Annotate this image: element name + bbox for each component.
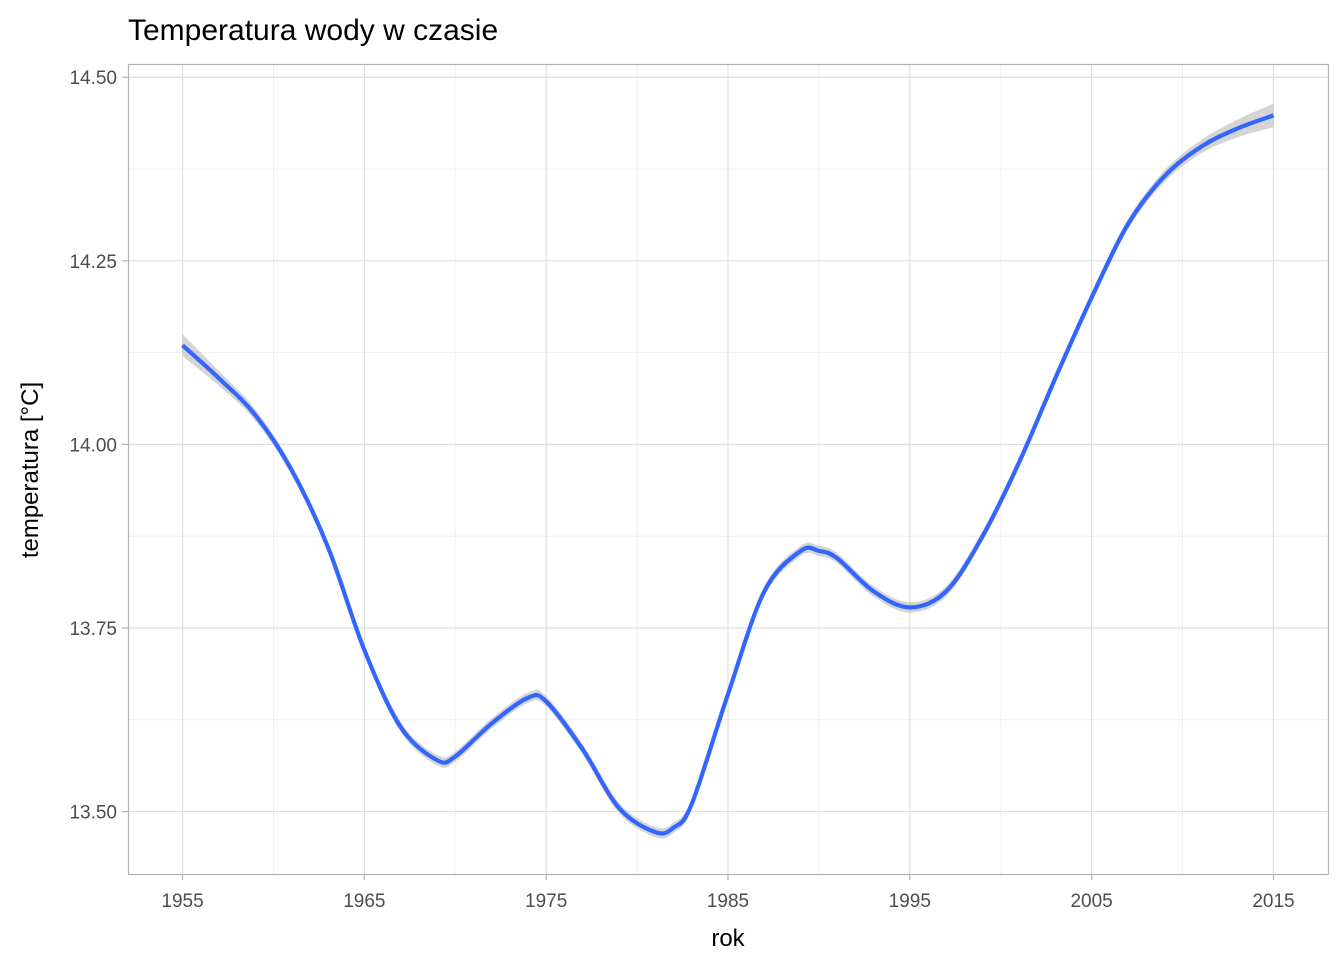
y-axis-title: temperatura [°C] <box>17 382 44 558</box>
y-tick-label: 14.50 <box>69 68 117 89</box>
y-tick-label: 14.25 <box>69 252 117 273</box>
x-axis-title: rok <box>711 925 745 952</box>
x-tick-label: 2015 <box>1252 891 1294 912</box>
major-grid <box>128 64 1328 874</box>
x-tick-label: 1955 <box>161 891 203 912</box>
x-tick-label: 1995 <box>889 891 931 912</box>
x-tick-label: 1975 <box>525 891 567 912</box>
series-layer <box>181 103 1275 839</box>
x-axis: 1955 1965 1975 1985 1995 2005 2015 <box>161 874 1295 912</box>
series-line <box>181 113 1275 836</box>
chart-title: Temperatura wody w czasie <box>128 14 498 47</box>
x-tick-label: 1985 <box>707 891 749 912</box>
y-tick-label: 13.75 <box>69 619 117 640</box>
x-tick-label: 2005 <box>1070 891 1112 912</box>
y-tick-label: 13.50 <box>69 803 117 824</box>
y-axis: 13.50 13.75 14.00 14.25 14.50 <box>69 68 128 824</box>
y-tick-label: 14.00 <box>69 435 117 456</box>
x-tick-label: 1965 <box>343 891 385 912</box>
